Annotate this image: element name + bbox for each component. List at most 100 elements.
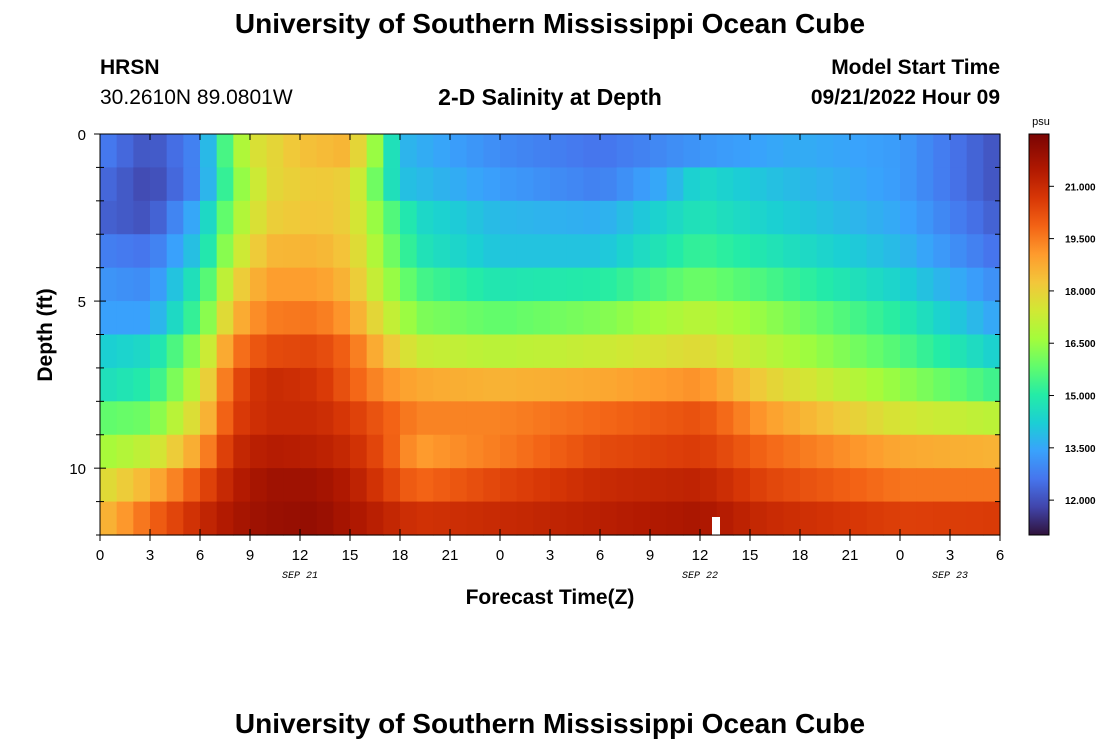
heatmap-cell: [400, 334, 418, 369]
heatmap-cell: [866, 134, 884, 169]
heatmap-cell: [950, 134, 968, 169]
heatmap-cell: [400, 200, 418, 235]
heatmap-cell: [600, 468, 618, 503]
heatmap-cell: [966, 334, 984, 369]
heatmap-cell: [733, 401, 751, 436]
heatmap-cell: [450, 234, 468, 269]
heatmap-cell: [400, 367, 418, 402]
heatmap-cell: [500, 501, 518, 536]
heatmap-cell: [466, 401, 484, 436]
heatmap-cell: [566, 200, 584, 235]
heatmap-cell: [933, 167, 951, 202]
heatmap-cell: [416, 334, 434, 369]
heatmap-cell: [233, 468, 251, 503]
heatmap-cell: [516, 434, 534, 469]
heatmap-cell: [850, 468, 868, 503]
heatmap-cell: [383, 468, 401, 503]
heatmap-cell: [600, 401, 618, 436]
heatmap-cell: [700, 434, 718, 469]
x-tick-label: 9: [646, 547, 654, 564]
x-tick-label: 21: [442, 547, 459, 564]
heatmap-cell: [116, 501, 134, 536]
heatmap-cell: [966, 468, 984, 503]
heatmap-cell: [383, 401, 401, 436]
heatmap-cell: [966, 267, 984, 302]
heatmap-cell: [850, 134, 868, 169]
heatmap-cell: [333, 367, 351, 402]
heatmap-cell: [216, 200, 234, 235]
heatmap-cell: [866, 367, 884, 402]
x-tick-label: 6: [996, 547, 1004, 564]
heatmap-cell: [350, 468, 368, 503]
heatmap-cell: [700, 401, 718, 436]
heatmap-cell: [216, 468, 234, 503]
heatmap-cell: [933, 200, 951, 235]
heatmap-cell: [650, 367, 668, 402]
heatmap-cell: [916, 234, 934, 269]
heatmap-cell: [133, 334, 151, 369]
heatmap-cell: [900, 234, 918, 269]
heatmap-cell: [800, 167, 818, 202]
heatmap-cell: [550, 267, 568, 302]
heatmap-cell: [616, 167, 634, 202]
heatmap-cell: [666, 167, 684, 202]
heatmap-cell: [600, 267, 618, 302]
heatmap-cell: [150, 200, 168, 235]
heatmap-cell: [633, 501, 651, 536]
heatmap-cell: [100, 434, 118, 469]
x-axis-label: Forecast Time(Z): [466, 586, 635, 609]
heatmap-cell: [333, 334, 351, 369]
heatmap-cell: [766, 267, 784, 302]
footer-title: University of Southern Mississippi Ocean…: [234, 708, 866, 739]
heatmap-cell: [750, 167, 768, 202]
heatmap-cell: [200, 434, 218, 469]
heatmap-cell: [183, 367, 201, 402]
heatmap-cell: [533, 468, 551, 503]
heatmap-cell: [200, 234, 218, 269]
heatmap-cell: [383, 167, 401, 202]
heatmap-cell: [300, 301, 318, 336]
heatmap-cell: [216, 501, 234, 536]
heatmap-cell: [250, 401, 268, 436]
heatmap-cell: [350, 167, 368, 202]
heatmap-cell: [916, 401, 934, 436]
heatmap-cell: [416, 200, 434, 235]
heatmap-cell: [383, 234, 401, 269]
heatmap-cell: [133, 134, 151, 169]
heatmap-cell: [900, 334, 918, 369]
heatmap-cell: [333, 401, 351, 436]
heatmap-cell: [583, 334, 601, 369]
heatmap-cell: [233, 234, 251, 269]
heatmap-cell: [133, 301, 151, 336]
heatmap-cell: [233, 134, 251, 169]
heatmap-cell: [750, 301, 768, 336]
heatmap-cell: [233, 200, 251, 235]
heatmap-cell: [283, 200, 301, 235]
heatmap-cell: [266, 401, 284, 436]
heatmap-cell: [450, 200, 468, 235]
x-axis: 0 3 6 9 12 15 18 21 0 3 6 9 12 15 18 21 0 3 6 SEP 21 SEP 22 S…: [96, 134, 1004, 582]
heatmap-cell: [783, 401, 801, 436]
heatmap-cell: [166, 434, 184, 469]
heatmap-cell: [216, 234, 234, 269]
x-tick-label: 3: [946, 547, 954, 564]
heatmap-cell: [950, 200, 968, 235]
heatmap-cell: [283, 468, 301, 503]
heatmap-cell: [116, 301, 134, 336]
heatmap-cell: [683, 167, 701, 202]
heatmap-cell: [933, 501, 951, 536]
heatmap-cell: [300, 334, 318, 369]
heatmap-cell: [283, 234, 301, 269]
heatmap-cell: [100, 301, 118, 336]
heatmap-cell: [583, 234, 601, 269]
heatmap-cell: [716, 200, 734, 235]
heatmap-cell: [150, 501, 168, 536]
heatmap-cell: [966, 200, 984, 235]
heatmap-cell: [850, 167, 868, 202]
heatmap-cell: [583, 367, 601, 402]
heatmap-cell: [333, 501, 351, 536]
heatmap-cell: [933, 367, 951, 402]
heatmap-cell: [366, 301, 384, 336]
heatmap-cell: [416, 468, 434, 503]
heatmap-cell: [816, 134, 834, 169]
